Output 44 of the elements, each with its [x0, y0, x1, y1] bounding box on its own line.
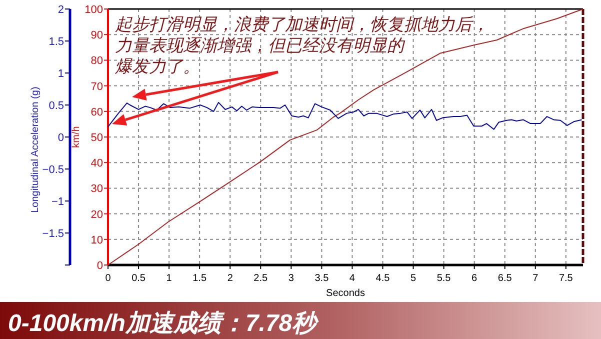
y-tick-label: 80: [90, 55, 103, 68]
x-tick-label: 0: [105, 273, 112, 284]
line-series: [108, 8, 584, 266]
y-axis-title: km/h: [71, 126, 82, 148]
y-tick-label: 60: [90, 106, 103, 118]
y2-tick-label: −1: [51, 196, 64, 208]
x-tick-label: 3.5: [314, 273, 330, 284]
x-tick-label: 7.5: [558, 273, 574, 284]
x-tick-label: 0.5: [132, 273, 146, 284]
y-tick-label: 30: [90, 183, 103, 196]
annotation: 爆发力了。: [114, 57, 200, 76]
x-tick-label: 7: [532, 273, 539, 284]
annotation: 起步打滑明显，浪费了加速时间，恢复抓地力后，: [115, 15, 489, 34]
y-tick-label: 50: [90, 132, 103, 144]
x-tick-label: 4: [349, 273, 356, 284]
y2-tick-label: −1.5: [42, 228, 64, 240]
y2-tick-label: 0.5: [48, 100, 64, 112]
y2-tick-label: 1.5: [48, 36, 64, 48]
y-tick-label: 20: [90, 208, 103, 221]
x-tick-label: 2.5: [254, 273, 268, 284]
annotation: 力量表现逐渐增强，但已经没有明显的: [115, 36, 406, 55]
y2-axis-title: Longitudinal Acceleration (g): [30, 86, 41, 213]
y-tick-label: 100: [84, 4, 103, 16]
x-axis-title: Seconds: [326, 288, 365, 299]
y-tick-label: 40: [90, 158, 103, 170]
x-tick-label: 4.5: [376, 273, 390, 284]
y2-tick-label: 2: [58, 4, 64, 16]
x-tick-label: 5: [410, 273, 416, 284]
x-tick-label: 1: [166, 273, 172, 284]
y-tick-label: 0: [96, 260, 103, 272]
y-tick-label: 70: [90, 80, 103, 93]
x-tick-label: 3: [288, 273, 294, 284]
x-tick-label: 2: [227, 273, 234, 284]
y-tick-label: 10: [90, 234, 103, 246]
line-series: [108, 102, 582, 130]
x-tick-label: 5.5: [436, 273, 452, 284]
y2-tick-label: −0.5: [42, 164, 64, 176]
text: 0-100km/h加速成绩：7.78秒: [8, 310, 320, 337]
y2-tick-label: 0: [58, 132, 64, 144]
y2-tick-label: 1: [58, 68, 64, 80]
x-tick-label: 1.5: [192, 273, 207, 284]
y-tick-label: 90: [90, 30, 103, 42]
x-tick-label: 6: [472, 273, 478, 284]
x-tick-label: 6.5: [498, 273, 512, 284]
